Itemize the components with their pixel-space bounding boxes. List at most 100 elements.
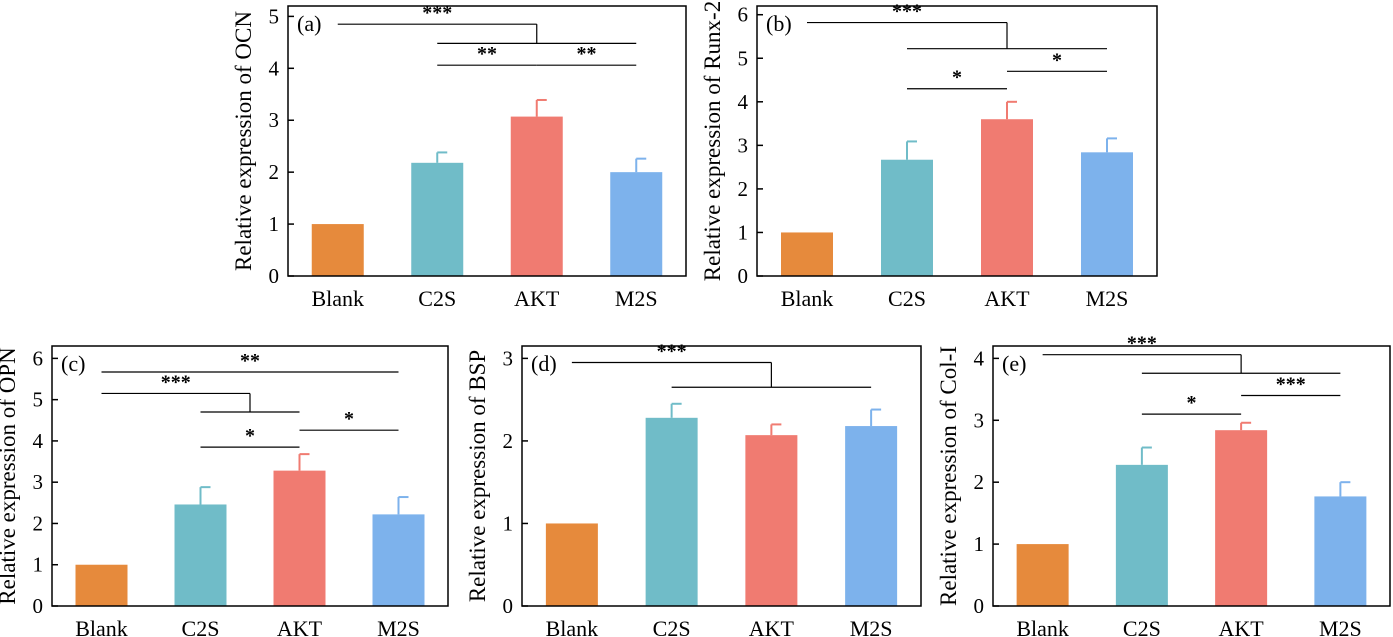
y-tick-label: 3 [269, 108, 280, 132]
bar [781, 232, 833, 276]
bar [411, 162, 464, 276]
y-tick-label: 4 [974, 346, 985, 370]
significance-label: *** [1276, 374, 1306, 396]
y-axis-title: Relative expression of OCN [231, 11, 256, 271]
x-tick-label: AKT [1219, 616, 1265, 637]
bar [545, 523, 598, 606]
bar [372, 514, 425, 606]
x-tick-label: M2S [1319, 616, 1362, 637]
y-tick-label: 6 [33, 346, 44, 370]
y-tick-label: 3 [738, 133, 749, 157]
significance-label: *** [657, 341, 687, 363]
x-tick-label: C2S [418, 286, 456, 311]
significance-label: *** [892, 1, 922, 23]
x-tick-label: AKT [277, 616, 323, 637]
significance-label: * [245, 425, 255, 447]
significance-label: *** [161, 371, 191, 393]
bar [845, 426, 898, 606]
significance-label: ** [577, 43, 597, 65]
x-tick-label: C2S [182, 616, 220, 637]
x-tick-label: AKT [514, 286, 560, 311]
y-tick-label: 3 [33, 470, 44, 494]
bar [311, 224, 364, 276]
y-tick-label: 2 [33, 511, 44, 535]
chart-panel: 0 1 2 3 4 5 6 Blank C2S AKT M2S Relative expression… [0, 345, 449, 637]
bar [1016, 544, 1069, 606]
x-tick-label: Blank [311, 286, 364, 311]
y-tick-label: 2 [738, 177, 749, 201]
y-tick-label: 5 [738, 46, 749, 70]
y-tick-label: 1 [33, 553, 44, 577]
panel-label: (b) [766, 11, 792, 36]
y-tick-label: 4 [269, 56, 280, 80]
bar [1215, 430, 1268, 606]
bar [1115, 464, 1168, 606]
y-tick-label: 4 [738, 90, 749, 114]
bar [1081, 152, 1133, 276]
chart-panel: 0 1 2 3 4 5 Blank C2S AKT M2S Relative expression … [231, 2, 687, 311]
bar [981, 119, 1033, 277]
x-tick-label: AKT [984, 286, 1030, 311]
x-tick-label: Blank [781, 286, 834, 311]
plot-frame [521, 345, 922, 607]
y-tick-label: 4 [33, 429, 44, 453]
plot-frame [992, 345, 1391, 607]
y-tick-label: 1 [974, 532, 985, 556]
x-tick-label: AKT [749, 616, 795, 637]
y-tick-label: 2 [974, 470, 985, 494]
y-tick-label: 0 [269, 264, 280, 288]
y-tick-label: 6 [738, 3, 749, 27]
y-tick-label: 5 [269, 4, 280, 28]
y-tick-label: 2 [269, 160, 280, 184]
bar [881, 159, 933, 276]
x-tick-label: M2S [615, 286, 658, 311]
bar [645, 417, 698, 606]
chart-panel: 0 1 2 3 4 5 6 Blank C2S AKT M2S Relative expression… [700, 1, 1158, 311]
x-tick-label: Blank [75, 616, 128, 637]
bar [75, 564, 128, 606]
significance-label: *** [1127, 333, 1157, 355]
significance-label: * [1052, 49, 1062, 71]
x-tick-label: C2S [888, 286, 926, 311]
y-axis-title: Relative expression of Runx-2 [700, 1, 725, 281]
significance-label: ** [240, 350, 260, 372]
panel-label: (a) [297, 11, 321, 36]
x-tick-label: M2S [377, 616, 420, 637]
y-tick-label: 1 [503, 511, 514, 535]
bar [610, 172, 663, 276]
chart-panel: 0 1 2 3 4 Blank C2S AKT M2S Relative expression o… [936, 333, 1391, 637]
significance-label: * [1187, 392, 1197, 414]
chart-panel: 0 1 2 3 Blank C2S AKT M2S Relative expression of… [465, 341, 922, 637]
significance-label: * [344, 408, 354, 430]
y-tick-label: 3 [503, 346, 514, 370]
plot-frame [756, 5, 1158, 277]
y-tick-label: 3 [974, 408, 985, 432]
x-tick-label: M2S [1086, 286, 1129, 311]
plot-frame [287, 5, 687, 277]
bar [174, 504, 227, 606]
panel-label: (c) [61, 351, 85, 376]
y-tick-label: 1 [738, 220, 749, 244]
bar [273, 470, 326, 606]
significance-label: * [952, 67, 962, 89]
significance-label: *** [422, 2, 452, 24]
y-tick-label: 2 [503, 429, 514, 453]
x-tick-label: M2S [850, 616, 893, 637]
panel-label: (e) [1002, 351, 1026, 376]
y-tick-label: 0 [33, 594, 44, 618]
plot-frame [51, 345, 449, 607]
bar [745, 435, 798, 606]
panel-label: (d) [531, 351, 557, 376]
y-tick-label: 5 [33, 388, 44, 412]
significance-label: ** [477, 43, 497, 65]
y-axis-title: Relative expression of OPN [0, 347, 20, 605]
bar [1314, 496, 1367, 606]
x-tick-label: C2S [1123, 616, 1161, 637]
x-tick-label: Blank [1016, 616, 1069, 637]
y-tick-label: 0 [503, 594, 514, 618]
y-axis-title: Relative expression of Col-I [936, 346, 961, 606]
x-tick-label: Blank [546, 616, 599, 637]
y-tick-label: 1 [269, 212, 280, 236]
bar [510, 116, 563, 276]
